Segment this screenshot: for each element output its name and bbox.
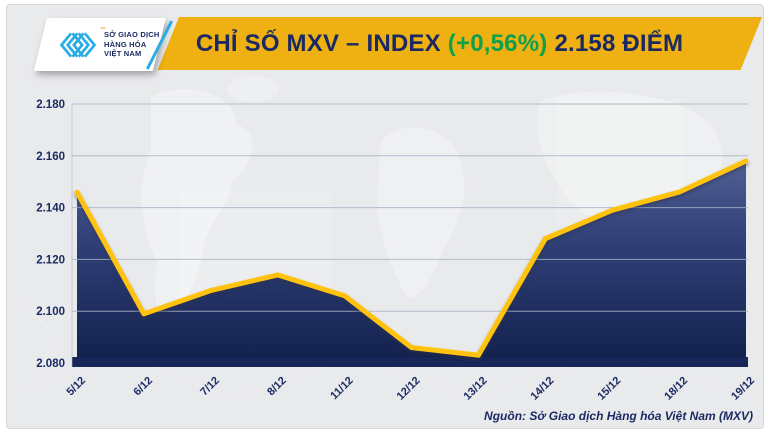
source-caption: Nguồn: Sở Giao dịch Hàng hóa Việt Nam (M…: [484, 409, 753, 423]
x-tick-label: 7/12: [198, 375, 222, 399]
x-tick-label: 19/12: [729, 375, 757, 403]
logo-line-2: HÀNG HÓA: [104, 39, 147, 49]
chart-card: 2.180 2.160 2.140 2.120 2.100 2.080 5/12 6/12 7/…: [6, 4, 764, 429]
y-tick-label: 2.160: [36, 151, 65, 163]
logo-wordmark: SỞ GIAO DỊCH HÀNG HÓA VIỆT NAM: [104, 30, 159, 58]
x-tick-label: 11/12: [328, 375, 356, 403]
y-tick-label: 2.120: [36, 254, 65, 266]
baseline-bar: [72, 357, 748, 367]
chart-title: CHỈ SỐ MXV – INDEX (+0,56%) 2.158 ĐIỂM: [179, 17, 762, 70]
y-tick-label: 2.180: [36, 99, 65, 111]
x-tick-label: 15/12: [595, 375, 623, 403]
trademark-symbol: ™: [100, 27, 106, 33]
logo-line-1: SỞ GIAO DỊCH: [104, 30, 160, 40]
title-index-value: 2.158 ĐIỂM: [554, 29, 684, 57]
x-tick-label: 13/12: [462, 375, 490, 403]
title-main-text: CHỈ SỐ MXV – INDEX: [195, 29, 441, 57]
y-tick-label: 2.080: [36, 358, 65, 370]
y-tick-label: 2.100: [36, 306, 65, 318]
x-tick-label: 6/12: [131, 375, 155, 399]
x-tick-label: 12/12: [395, 375, 423, 403]
index-line: [74, 158, 749, 358]
area-fill: [77, 161, 746, 367]
title-banner: CHỈ SỐ MXV – INDEX (+0,56%) 2.158 ĐIỂM: [157, 17, 762, 70]
mxv-logo-icon: [59, 31, 97, 58]
y-tick-label: 2.140: [36, 203, 65, 215]
index-area-chart: 2.180 2.160 2.140 2.120 2.100 2.080 5/12 6/12 7/…: [10, 76, 758, 403]
x-tick-label: 5/12: [64, 375, 88, 399]
x-tick-label: 8/12: [265, 375, 289, 399]
title-change-percent: (+0,56%): [447, 29, 548, 57]
mxv-logo: ™ SỞ GIAO DỊCH HÀNG HÓA VIỆT NAM: [33, 18, 166, 71]
